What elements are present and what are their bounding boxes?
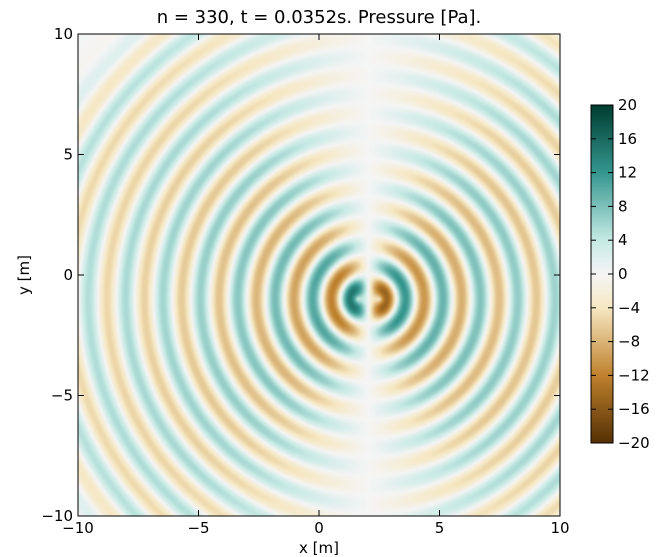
x-tick-label: −10	[62, 519, 94, 537]
colorbar-tick-label: 0	[618, 265, 628, 283]
pressure-heatmap	[78, 34, 560, 516]
x-tick-label: −5	[187, 519, 209, 537]
x-tick-label: 0	[314, 519, 324, 537]
colorbar-ticks: 20 16 12 8 4 0 −4 −8 −12 −16 −20	[591, 96, 650, 452]
colorbar-tick-label: 12	[618, 164, 637, 182]
x-tick-label: 10	[550, 519, 569, 537]
chart-title: n = 330, t = 0.0352s. Pressure [Pa].	[157, 7, 482, 28]
colorbar-tick-label: −4	[618, 299, 640, 317]
plot-area	[77, 33, 561, 517]
y-tick-label: −10	[41, 507, 73, 525]
colorbar-tick-label: 20	[618, 96, 637, 114]
colorbar: 20 16 12 8 4 0 −4 −8 −12 −16 −20	[590, 96, 650, 452]
colorbar-tick-label: 4	[618, 231, 628, 249]
x-axis-label: x [m]	[299, 539, 339, 557]
y-tick-label: 0	[63, 266, 73, 284]
colorbar-tick-label: −12	[618, 366, 650, 384]
colorbar-tick-label: 8	[618, 197, 628, 215]
x-axis: −10 −5 0 5 10	[62, 34, 570, 537]
colorbar-tick-label: −8	[618, 333, 640, 351]
colorbar-tick-label: −20	[618, 434, 650, 452]
y-tick-label: −5	[51, 387, 73, 405]
y-tick-label: 5	[63, 146, 73, 164]
colorbar-tick-label: −16	[618, 400, 650, 418]
y-axis: −10 −5 0 5 10	[41, 25, 560, 525]
colorbar-gradient	[591, 105, 613, 443]
x-tick-label: 5	[435, 519, 445, 537]
y-tick-label: 10	[54, 25, 73, 43]
colorbar-tick-label: 16	[618, 130, 637, 148]
y-axis-label: y [m]	[15, 255, 33, 295]
